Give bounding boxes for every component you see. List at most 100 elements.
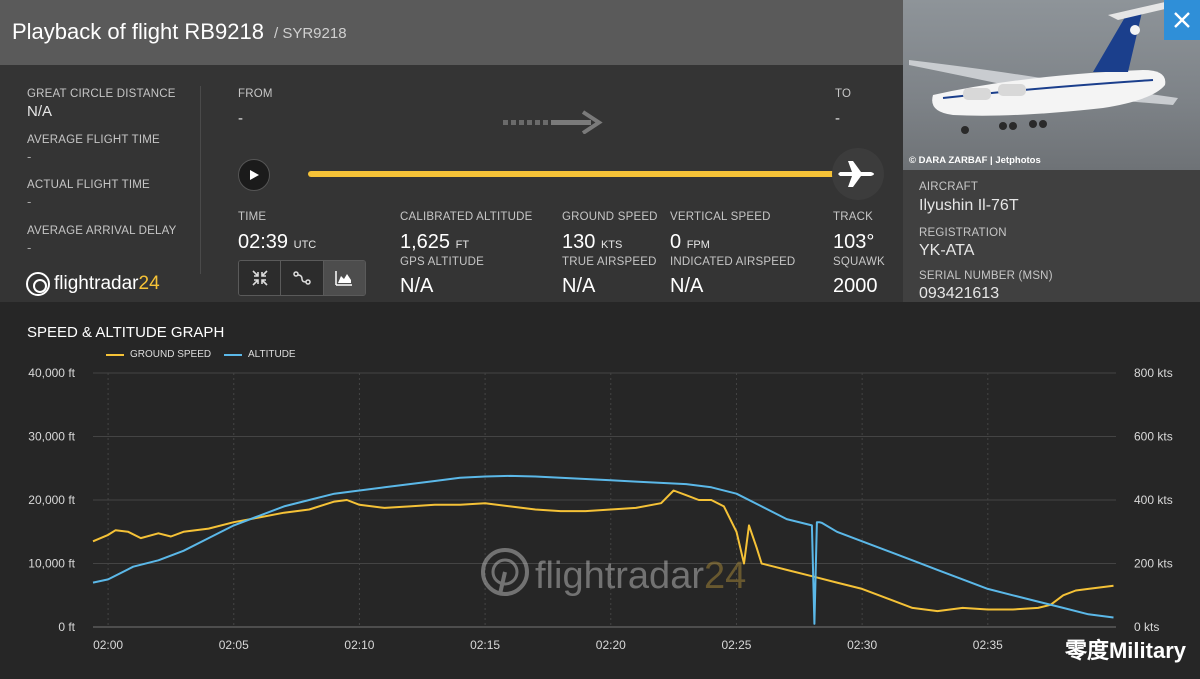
ground-speed-value: 130 KTS bbox=[562, 231, 623, 253]
x-tick-label: 02:35 bbox=[973, 638, 1003, 652]
msn-value: 093421613 bbox=[919, 285, 1000, 302]
x-tick-label: 02:05 bbox=[219, 638, 249, 652]
true-airspeed-label: TRUE AIRSPEED bbox=[562, 256, 657, 268]
avg-arrival-delay-value: - bbox=[27, 240, 32, 255]
plane-icon bbox=[838, 161, 874, 187]
close-button[interactable] bbox=[1164, 0, 1200, 40]
watermark-number: 24 bbox=[704, 555, 746, 597]
aircraft-info-panel bbox=[903, 170, 1200, 302]
avg-flight-time-value: - bbox=[27, 149, 32, 164]
speed-altitude-chart[interactable]: flightradar24 40,000 ft 30,000 ft 20,000 f… bbox=[0, 302, 1200, 679]
legend-altitude-label: ALTITUDE bbox=[248, 349, 296, 360]
gps-altitude-value: N/A bbox=[400, 275, 434, 297]
route-arrow-icon bbox=[503, 110, 603, 134]
registration-label: REGISTRATION bbox=[919, 227, 1007, 239]
y-left-tick-label: 10,000 ft bbox=[28, 557, 75, 571]
vertical-speed-label: VERTICAL SPEED bbox=[670, 211, 771, 223]
altitude-series-line bbox=[92, 474, 1114, 625]
from-label: FROM bbox=[238, 88, 273, 100]
radar-icon bbox=[26, 272, 50, 296]
squawk-label: SQUAWK bbox=[833, 256, 885, 268]
y-right-tick-label: 200 kts bbox=[1134, 557, 1173, 571]
squawk-value: 2000 bbox=[833, 275, 878, 297]
chart-watermark: flightradar24 bbox=[481, 548, 746, 597]
collapse-view-button[interactable] bbox=[239, 261, 282, 295]
aircraft-label: AIRCRAFT bbox=[919, 181, 979, 193]
great-circle-label: GREAT CIRCLE DISTANCE bbox=[27, 88, 176, 100]
play-button[interactable] bbox=[238, 159, 270, 191]
great-circle-value: N/A bbox=[27, 103, 53, 120]
from-value: - bbox=[238, 110, 243, 127]
route-view-button[interactable] bbox=[281, 261, 324, 295]
aircraft-photo[interactable]: © DARA ZARBAF | Jetphotos bbox=[903, 0, 1200, 170]
actual-flight-time-value: - bbox=[27, 194, 32, 209]
legend-ground-speed[interactable]: GROUND SPEED bbox=[106, 349, 211, 360]
graph-view-button[interactable] bbox=[323, 261, 365, 295]
header-bar: Playback of flight RB9218 / SYR9218 bbox=[0, 0, 903, 65]
y-right-tick-label: 0 kts bbox=[1134, 620, 1159, 634]
time-label: TIME bbox=[238, 211, 267, 223]
page-title: Playback of flight RB9218 bbox=[12, 19, 264, 44]
flightradar24-logo: flightradar24 bbox=[26, 272, 160, 296]
gps-altitude-label: GPS ALTITUDE bbox=[400, 256, 484, 268]
x-tick-label: 02:30 bbox=[847, 638, 877, 652]
y-left-tick-label: 0 ft bbox=[58, 620, 75, 634]
y-left-tick-label: 20,000 ft bbox=[28, 493, 75, 507]
photo-credit: © DARA ZARBAF | Jetphotos bbox=[909, 155, 1041, 166]
panel-divider bbox=[200, 86, 201, 274]
y-right-tick-label: 400 kts bbox=[1134, 493, 1173, 507]
ground-speed-label: GROUND SPEED bbox=[562, 211, 658, 223]
speed-altitude-graph: SPEED & ALTITUDE GRAPH GROUND SPEED ALTI… bbox=[0, 302, 1200, 679]
y-left-tick-label: 40,000 ft bbox=[28, 366, 75, 380]
ground-speed-series-line bbox=[92, 489, 1114, 613]
flight-info-panel bbox=[0, 65, 903, 302]
vertical-speed-value: 0 FPM bbox=[670, 231, 710, 253]
watermark-word: flightradar bbox=[535, 555, 704, 597]
logo-number: 24 bbox=[138, 273, 160, 294]
calibrated-altitude-label: CALIBRATED ALTITUDE bbox=[400, 211, 533, 223]
indicated-airspeed-label: INDICATED AIRSPEED bbox=[670, 256, 796, 268]
route-icon bbox=[293, 271, 311, 285]
indicated-airspeed-value: N/A bbox=[670, 275, 704, 297]
logo-word: flightradar bbox=[54, 273, 139, 294]
avg-arrival-delay-label: AVERAGE ARRIVAL DELAY bbox=[27, 225, 177, 237]
svg-text:flightradar24: flightradar24 bbox=[535, 555, 746, 597]
y-right-tick-label: 800 kts bbox=[1134, 366, 1173, 380]
to-label: TO bbox=[835, 88, 852, 100]
legend-speed-label: GROUND SPEED bbox=[130, 349, 212, 360]
collapse-icon bbox=[252, 270, 268, 286]
y-left-tick-label: 30,000 ft bbox=[28, 430, 75, 444]
chart-icon bbox=[335, 271, 353, 286]
time-value: 02:39 UTC bbox=[238, 231, 317, 253]
actual-flight-time-label: ACTUAL FLIGHT TIME bbox=[27, 179, 150, 191]
x-tick-label: 02:25 bbox=[721, 638, 751, 652]
track-label: TRACK bbox=[833, 211, 873, 223]
playback-progress-bar[interactable] bbox=[308, 171, 848, 177]
chart-grid bbox=[93, 372, 1116, 628]
y-right-tick-label: 600 kts bbox=[1134, 430, 1173, 444]
track-value: 103° bbox=[833, 231, 875, 253]
x-tick-label: 02:15 bbox=[470, 638, 500, 652]
playback-scrubber-handle[interactable] bbox=[832, 148, 884, 200]
chart-axis-labels: 40,000 ft 30,000 ft 20,000 ft 10,000 ft 0 ft… bbox=[28, 366, 1172, 652]
true-airspeed-value: N/A bbox=[562, 275, 596, 297]
legend-swatch-speed bbox=[106, 353, 124, 356]
to-value: - bbox=[835, 110, 840, 127]
legend-swatch-altitude bbox=[224, 353, 242, 356]
aircraft-value: Ilyushin Il-76T bbox=[919, 197, 1019, 214]
play-icon bbox=[250, 170, 259, 180]
close-icon bbox=[1174, 12, 1190, 28]
avg-flight-time-label: AVERAGE FLIGHT TIME bbox=[27, 134, 160, 146]
x-tick-label: 02:00 bbox=[93, 638, 123, 652]
overlay-watermark: 零度Military bbox=[1064, 638, 1186, 663]
x-tick-label: 02:10 bbox=[344, 638, 374, 652]
msn-label: SERIAL NUMBER (MSN) bbox=[919, 270, 1053, 282]
aircraft-image bbox=[909, 2, 1178, 134]
view-toggle-group bbox=[238, 260, 366, 296]
x-tick-label: 02:20 bbox=[596, 638, 626, 652]
graph-title: SPEED & ALTITUDE GRAPH bbox=[27, 324, 225, 341]
calibrated-altitude-value: 1,625 FT bbox=[400, 231, 470, 253]
callsign-subtitle: / SYR9218 bbox=[274, 25, 347, 42]
chart-series bbox=[92, 474, 1114, 625]
legend-altitude[interactable]: ALTITUDE bbox=[224, 349, 296, 360]
